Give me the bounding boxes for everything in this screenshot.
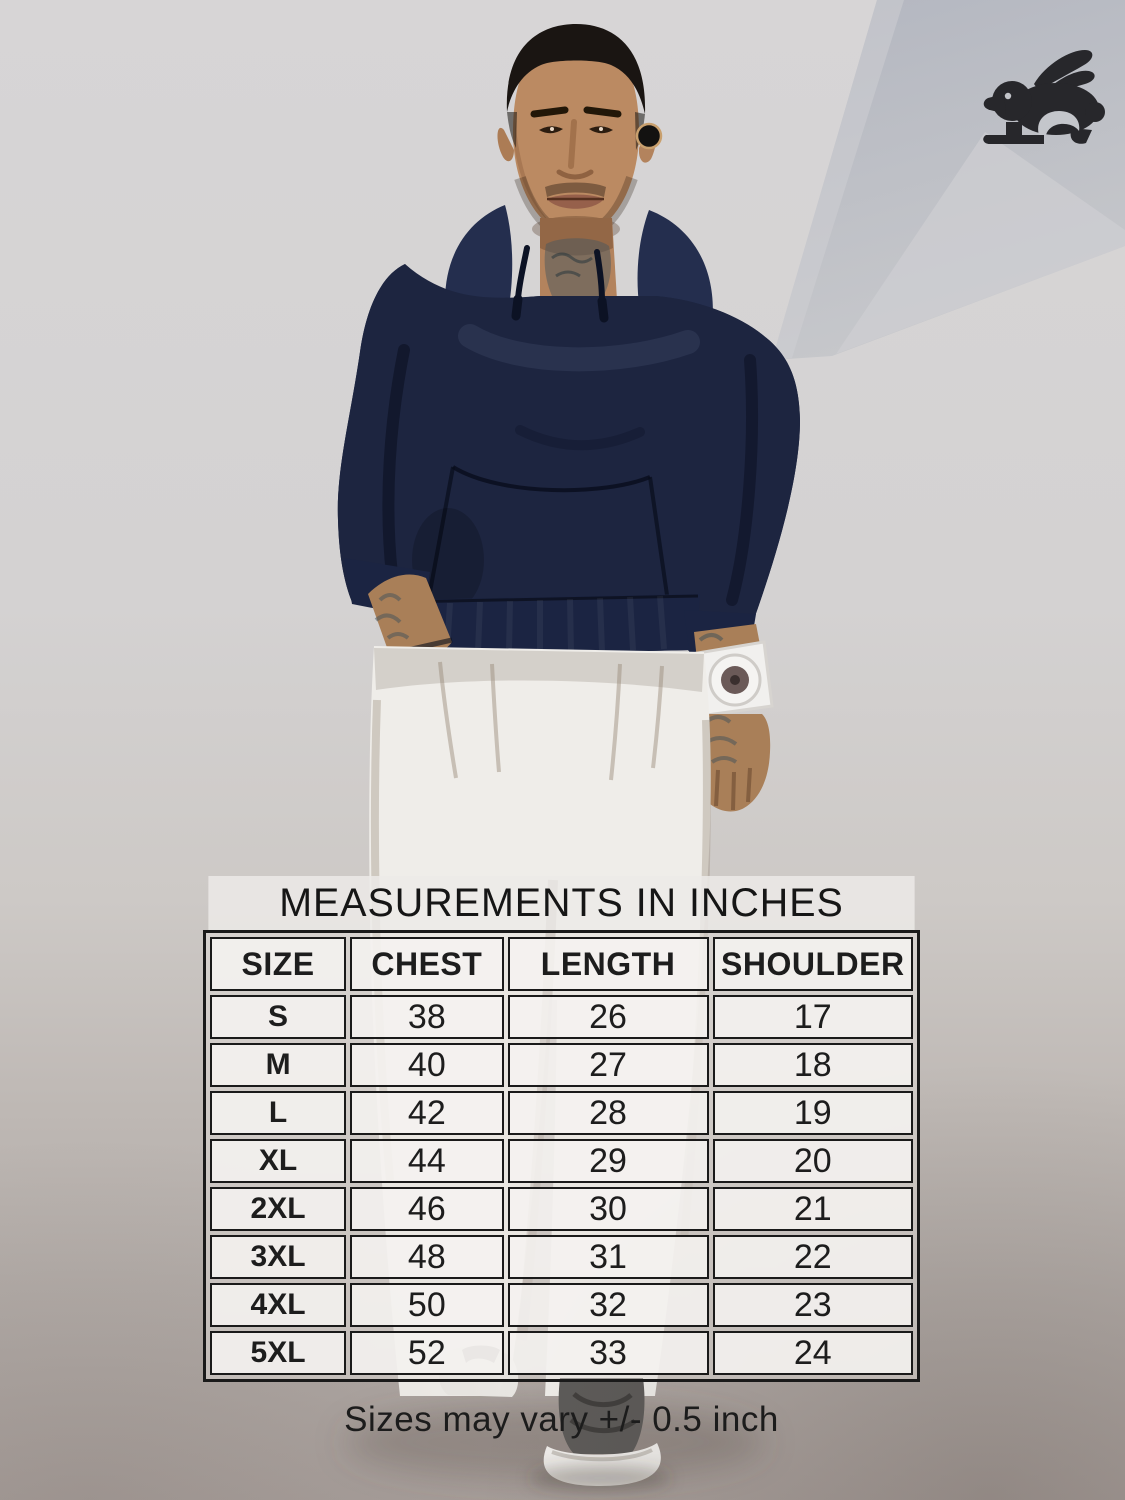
size-cell: L (210, 1091, 347, 1135)
model-neck (540, 218, 617, 310)
measurement-cell: 29 (507, 1139, 709, 1183)
measurement-cell: 31 (507, 1235, 709, 1279)
table-row: 5XL 52 33 24 (210, 1331, 913, 1375)
size-chart-panel: MEASUREMENTS IN INCHES SIZE CHEST LENGTH… (203, 876, 920, 1382)
table-row: 4XL 50 32 23 (210, 1283, 913, 1327)
left-hand (368, 574, 453, 662)
measurement-cell: 17 (712, 995, 913, 1039)
measurement-cell: 22 (712, 1235, 913, 1279)
size-cell: 2XL (210, 1187, 347, 1231)
table-row: L 42 28 19 (210, 1091, 913, 1135)
column-header-chest: CHEST (350, 937, 504, 991)
size-cell: 3XL (210, 1235, 347, 1279)
ear-gauge (635, 122, 663, 150)
measurement-cell: 48 (350, 1235, 504, 1279)
table-row: 3XL 48 31 22 (210, 1235, 913, 1279)
measurement-cell: 19 (712, 1091, 913, 1135)
measurement-cell: 20 (712, 1139, 913, 1183)
column-header-size: SIZE (210, 937, 347, 991)
measurement-cell: 30 (507, 1187, 709, 1231)
header-row: SIZE CHEST LENGTH SHOULDER (210, 937, 913, 991)
table-row: XL 44 29 20 (210, 1139, 913, 1183)
measurement-cell: 33 (507, 1331, 709, 1375)
column-header-shoulder: SHOULDER (712, 937, 913, 991)
measurement-cell: 18 (712, 1043, 913, 1087)
rabbit-icon (983, 50, 1105, 144)
size-table: SIZE CHEST LENGTH SHOULDER S 38 26 17 M 40 27 1… (203, 930, 920, 1382)
size-cell: M (210, 1043, 347, 1087)
size-cell: 4XL (210, 1283, 347, 1327)
kangaroo-pocket (412, 465, 669, 612)
measurement-cell: 24 (712, 1331, 913, 1375)
measurement-cell: 26 (507, 995, 709, 1039)
measurement-cell: 32 (507, 1283, 709, 1327)
measurement-cell: 40 (350, 1043, 504, 1087)
measurement-cell: 27 (507, 1043, 709, 1087)
table-row: M 40 27 18 (210, 1043, 913, 1087)
right-hand (690, 624, 774, 812)
size-cell: S (210, 995, 347, 1039)
size-chart-title: MEASUREMENTS IN INCHES (208, 876, 915, 930)
measurement-cell: 23 (712, 1283, 913, 1327)
size-cell: XL (210, 1139, 347, 1183)
measurement-cell: 42 (350, 1091, 504, 1135)
hoodie-body (337, 245, 800, 663)
model-head (497, 24, 663, 243)
measurement-cell: 21 (712, 1187, 913, 1231)
measurement-cell: 44 (350, 1139, 504, 1183)
measurement-cell: 52 (350, 1331, 504, 1375)
column-header-length: LENGTH (507, 937, 709, 991)
size-variance-note: Sizes may vary +/- 0.5 inch (344, 1400, 779, 1439)
measurement-cell: 28 (507, 1091, 709, 1135)
measurement-cell: 38 (350, 995, 504, 1039)
table-row: 2XL 46 30 21 (210, 1187, 913, 1231)
table-row: S 38 26 17 (210, 995, 913, 1039)
measurement-cell: 46 (350, 1187, 504, 1231)
size-table-body: S 38 26 17 M 40 27 18 L 42 28 19 XL 44 29 20 2XL 46 30 21 3X… (210, 995, 913, 1375)
size-cell: 5XL (210, 1331, 347, 1375)
measurement-cell: 50 (350, 1283, 504, 1327)
hood-drawstrings (511, 245, 609, 323)
